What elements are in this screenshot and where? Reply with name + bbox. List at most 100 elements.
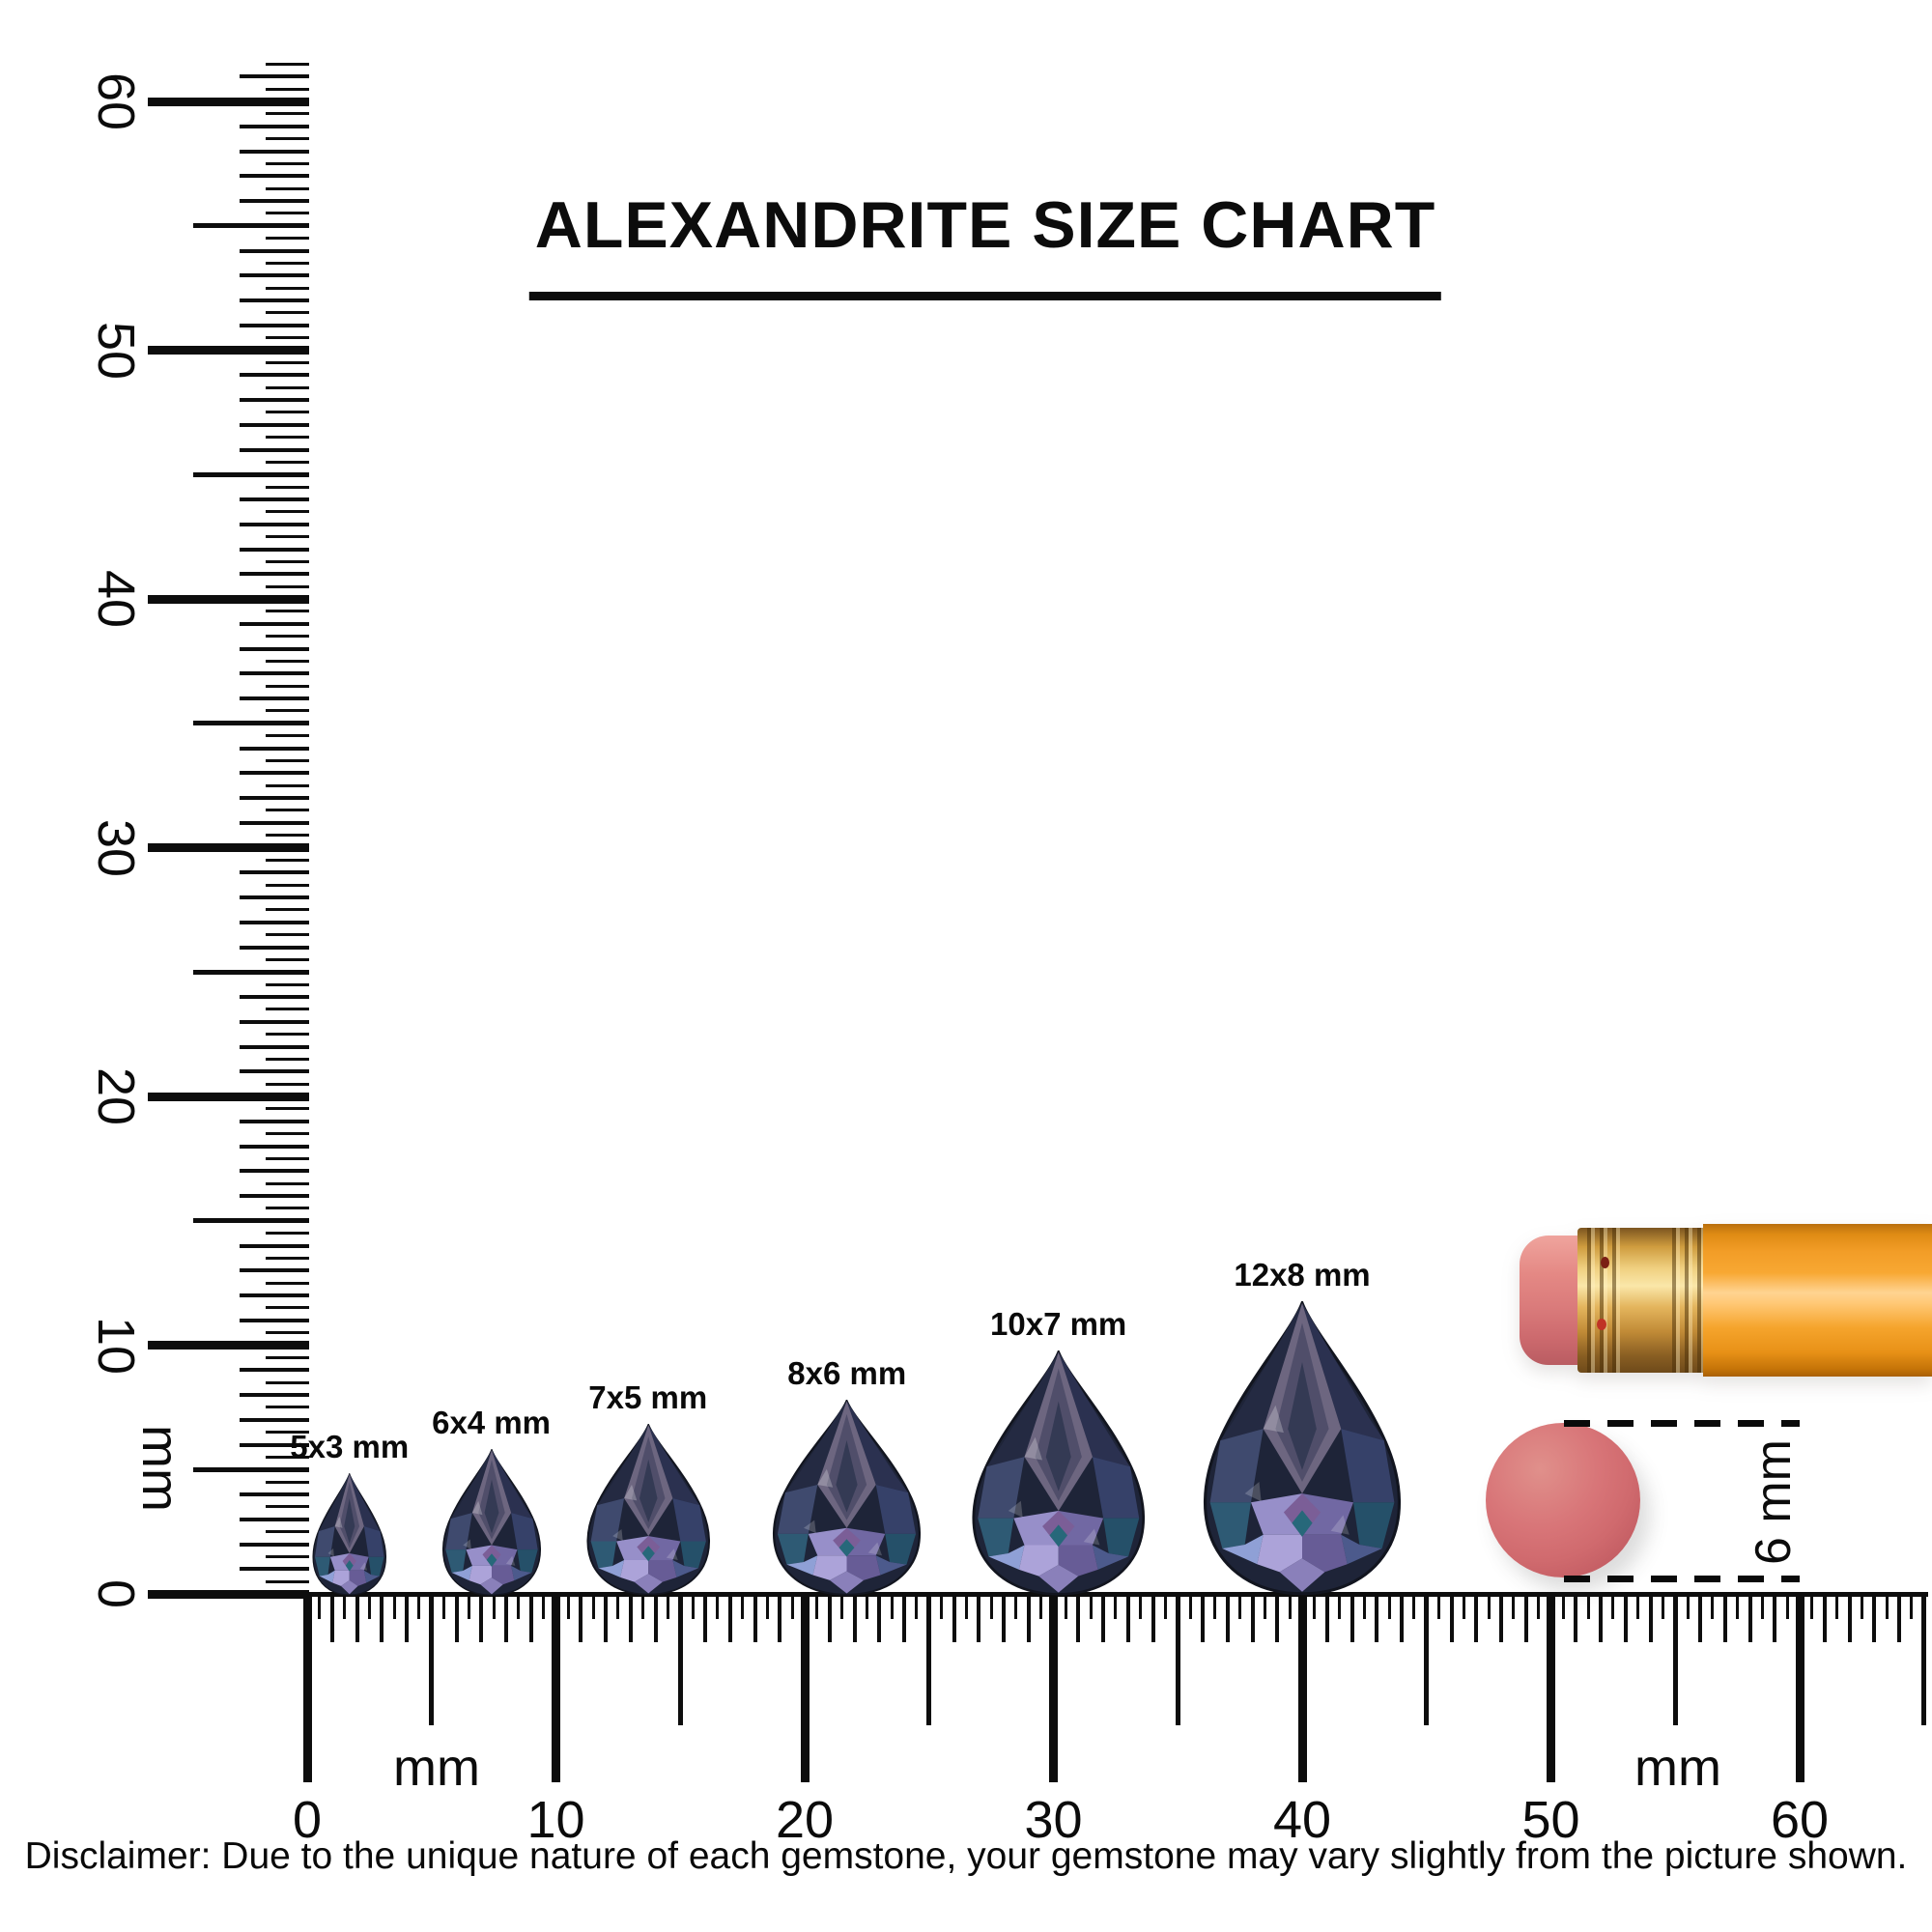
ruler-tick	[266, 161, 309, 165]
ruler-tick	[1910, 1594, 1914, 1619]
ruler-unit-label: mm	[393, 1739, 480, 1797]
ruler-tick	[148, 1341, 309, 1350]
ruler-tick	[240, 273, 309, 278]
ruler-tick	[266, 783, 309, 787]
ruler-tick	[1076, 1594, 1081, 1642]
ruler-tick	[240, 547, 309, 552]
ruler-tick	[266, 261, 309, 265]
ruler-tick	[240, 621, 309, 626]
ruler-tick	[240, 1044, 309, 1049]
ruler-tick	[266, 709, 309, 713]
ruler-unit-label: mm	[1634, 1739, 1721, 1797]
ruler-tick	[1722, 1594, 1727, 1642]
ruler-tick	[240, 920, 309, 924]
ruler-tick	[193, 969, 309, 975]
ruler-tick	[1474, 1594, 1479, 1642]
ruler-tick	[691, 1594, 695, 1619]
ruler-tick	[1175, 1594, 1180, 1725]
ruler-tick	[952, 1594, 956, 1642]
ruler-tick	[240, 646, 309, 651]
ruler-tick	[1747, 1594, 1752, 1642]
ruler-tick	[266, 1281, 309, 1285]
ruler-tick	[1238, 1594, 1242, 1619]
ruler-tick	[193, 471, 309, 477]
ruler-tick	[266, 311, 309, 315]
diameter-guide-bottom	[1564, 1576, 1800, 1582]
ruler-tick	[240, 895, 309, 899]
ruler-tick	[240, 796, 309, 800]
ruler-tick	[1487, 1594, 1491, 1619]
ruler-tick	[266, 957, 309, 961]
ruler-tick	[148, 843, 309, 852]
ruler-tick	[1512, 1594, 1516, 1619]
ruler-tick	[566, 1594, 570, 1619]
ruler-unit-label: mm	[131, 1425, 189, 1512]
ruler-tick	[240, 995, 309, 999]
ruler-tick	[266, 1455, 309, 1459]
ruler-tick	[240, 945, 309, 950]
ruler-tick	[1785, 1594, 1789, 1619]
ruler-tick	[1039, 1594, 1043, 1619]
ruler-tick	[1561, 1594, 1565, 1619]
ruler-tick	[1114, 1594, 1118, 1619]
ruler-tick	[148, 1092, 309, 1101]
ruler-tick	[1387, 1594, 1391, 1619]
ruler-tick	[240, 124, 309, 128]
ruler-tick	[1822, 1594, 1827, 1642]
ruler-tick	[1760, 1594, 1764, 1619]
ruler-number: 10	[526, 1791, 585, 1849]
ruler-tick	[840, 1594, 844, 1619]
ruler-tick	[266, 635, 309, 639]
ruler-tick	[266, 535, 309, 539]
ruler-number: 10	[87, 1316, 145, 1375]
ruler-number: 0	[292, 1791, 323, 1849]
ruler-tick	[1847, 1594, 1852, 1642]
ruler-tick	[240, 1318, 309, 1322]
ruler-tick	[266, 1082, 309, 1086]
ruler-tick	[1288, 1594, 1292, 1619]
pencil-ferrule-rivet	[1601, 1257, 1609, 1268]
ruler-tick	[1089, 1594, 1093, 1619]
ruler-tick	[266, 385, 309, 389]
ruler-tick	[266, 137, 309, 141]
ruler-tick	[790, 1594, 794, 1619]
ruler-tick	[890, 1594, 894, 1619]
ruler-tick	[240, 1393, 309, 1397]
ruler-tick	[753, 1594, 757, 1642]
ruler-tick	[677, 1594, 683, 1725]
ruler-tick	[727, 1594, 732, 1642]
ruler-tick	[1350, 1594, 1354, 1642]
ruler-tick	[628, 1594, 633, 1642]
ruler-tick	[977, 1594, 981, 1642]
ruler-tick	[266, 1156, 309, 1160]
ruler-tick	[266, 237, 309, 241]
ruler-tick	[1661, 1594, 1664, 1619]
ruler-tick	[827, 1594, 832, 1642]
ruler-tick	[240, 1144, 309, 1149]
ruler-tick	[240, 572, 309, 577]
ruler-tick	[148, 594, 309, 604]
ruler-tick	[266, 62, 309, 66]
ruler-tick	[778, 1594, 782, 1642]
ruler-tick	[442, 1594, 446, 1619]
ruler-tick	[852, 1594, 857, 1642]
ruler-tick	[193, 223, 309, 229]
ruler-tick	[716, 1594, 720, 1619]
ruler-tick	[266, 212, 309, 215]
ruler-tick	[266, 1256, 309, 1260]
ruler-number: 40	[87, 569, 145, 629]
ruler-tick	[329, 1594, 334, 1642]
ruler-tick	[240, 323, 309, 327]
ruler-tick	[1449, 1594, 1454, 1642]
ruler-tick	[591, 1594, 595, 1619]
ruler-tick	[865, 1594, 868, 1619]
pencil-body	[1703, 1224, 1932, 1377]
ruler-tick	[240, 1069, 309, 1074]
pencil-ferrule-rivet	[1597, 1319, 1606, 1330]
ruler-tick	[266, 1530, 309, 1534]
ruler-tick	[405, 1594, 409, 1642]
ruler-tick	[266, 584, 309, 588]
ruler-tick	[367, 1594, 371, 1619]
ruler-tick	[989, 1594, 993, 1619]
ruler-tick	[703, 1594, 707, 1642]
